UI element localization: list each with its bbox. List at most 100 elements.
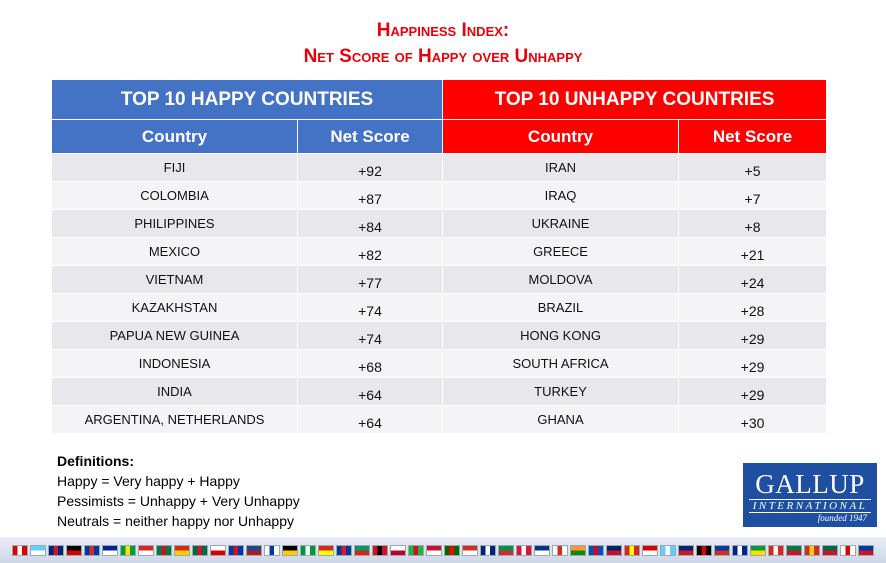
happy-header: TOP 10 HAPPY COUNTRIES xyxy=(50,79,444,120)
flag-icon xyxy=(210,544,226,556)
flag-icon xyxy=(498,544,514,556)
definition-line: Happy = Very happy + Happy xyxy=(57,473,240,489)
unhappy-country: SOUTH AFRICA xyxy=(442,349,680,378)
unhappy-country: IRAQ xyxy=(442,181,680,210)
flag-icon xyxy=(588,544,604,556)
flag-icon xyxy=(30,544,46,556)
unhappy-country: MOLDOVA xyxy=(442,265,680,294)
happy-score-column-header: Net Score xyxy=(296,119,444,154)
unhappy-country: HONG KONG xyxy=(442,321,680,350)
flag-icon xyxy=(156,544,172,556)
flag-icon xyxy=(516,544,532,556)
unhappy-score: +30 xyxy=(678,405,828,434)
table-row: INDIA +64 TURKEY +29 xyxy=(51,377,828,406)
flag-icon xyxy=(804,544,820,556)
table-row: FIJI +92 IRAN +5 xyxy=(51,153,828,182)
happy-score: +87 xyxy=(296,181,444,210)
happy-score: +74 xyxy=(296,321,444,350)
flag-icon xyxy=(570,544,586,556)
unhappy-score: +29 xyxy=(678,349,828,378)
table-row: COLOMBIA +87 IRAQ +7 xyxy=(51,181,828,210)
flag-icon xyxy=(282,544,298,556)
flag-icon xyxy=(138,544,154,556)
unhappy-score: +29 xyxy=(678,377,828,406)
flag-icon xyxy=(390,544,406,556)
flag-icon xyxy=(12,544,28,556)
happy-score: +64 xyxy=(296,405,444,434)
flag-icon xyxy=(300,544,316,556)
flag-icon xyxy=(372,544,388,556)
happy-score: +74 xyxy=(296,293,444,322)
table-row: PAPUA NEW GUINEA +74 HONG KONG +29 xyxy=(51,321,828,350)
happy-country: PAPUA NEW GUINEA xyxy=(51,321,298,350)
flag-icon xyxy=(264,544,280,556)
unhappy-score: +24 xyxy=(678,265,828,294)
title-line-1: Happiness Index: xyxy=(376,20,510,41)
happy-country: MEXICO xyxy=(51,237,298,266)
unhappy-score: +5 xyxy=(678,153,828,182)
flag-icon xyxy=(336,544,352,556)
flag-icon xyxy=(786,544,802,556)
happy-country: INDIA xyxy=(51,377,298,406)
happy-country: FIJI xyxy=(51,153,298,182)
unhappy-score-column-header: Net Score xyxy=(678,119,828,154)
unhappy-country: IRAN xyxy=(442,153,680,182)
unhappy-country: GREECE xyxy=(442,237,680,266)
flag-icon xyxy=(228,544,244,556)
flag-icon xyxy=(246,544,262,556)
happy-country: VIETNAM xyxy=(51,265,298,294)
logo-main-text: GALLUP xyxy=(755,469,865,499)
flag-icon xyxy=(354,544,370,556)
happy-score: +77 xyxy=(296,265,444,294)
flag-icon xyxy=(606,544,622,556)
flag-icon xyxy=(822,544,838,556)
unhappy-score: +8 xyxy=(678,209,828,238)
flag-icon xyxy=(444,544,460,556)
flag-icon xyxy=(66,544,82,556)
flag-icon xyxy=(642,544,658,556)
title-line-2: Net Score of Happy over Unhappy xyxy=(303,46,583,67)
flag-icon xyxy=(318,544,334,556)
happy-country: KAZAKHSTAN xyxy=(51,293,298,322)
logo-founded-text: founded 1947 xyxy=(817,513,867,523)
flag-icon xyxy=(84,544,100,556)
flag-icon xyxy=(660,544,676,556)
table-row: INDONESIA +68 SOUTH AFRICA +29 xyxy=(51,349,828,378)
happy-score: +64 xyxy=(296,377,444,406)
unhappy-country: TURKEY xyxy=(442,377,680,406)
unhappy-score: +28 xyxy=(678,293,828,322)
unhappy-score: +21 xyxy=(678,237,828,266)
flag-icon xyxy=(534,544,550,556)
flag-icon xyxy=(732,544,748,556)
happy-country: ARGENTINA, NETHERLANDS xyxy=(51,405,298,434)
table-row: VIETNAM +77 MOLDOVA +24 xyxy=(51,265,828,294)
happiness-table: TOP 10 HAPPY COUNTRIES TOP 10 UNHAPPY CO… xyxy=(50,79,828,434)
happy-score: +68 xyxy=(296,349,444,378)
flag-icon xyxy=(696,544,712,556)
unhappy-country: GHANA xyxy=(442,405,680,434)
happy-country: INDONESIA xyxy=(51,349,298,378)
table-row: KAZAKHSTAN +74 BRAZIL +28 xyxy=(51,293,828,322)
happy-country: PHILIPPINES xyxy=(51,209,298,238)
flag-icon xyxy=(48,544,64,556)
flag-icon xyxy=(120,544,136,556)
flag-icon xyxy=(840,544,856,556)
unhappy-score: +7 xyxy=(678,181,828,210)
flag-icon xyxy=(678,544,694,556)
flag-icon xyxy=(426,544,442,556)
unhappy-country: BRAZIL xyxy=(442,293,680,322)
flag-icon xyxy=(480,544,496,556)
flag-icon xyxy=(714,544,730,556)
flag-icon xyxy=(768,544,784,556)
definitions-title: Definitions: xyxy=(57,453,134,469)
flag-icon xyxy=(462,544,478,556)
definition-line: Pessimists = Unhappy + Very Unhappy xyxy=(57,493,300,509)
flag-icon xyxy=(408,544,424,556)
unhappy-score: +29 xyxy=(678,321,828,350)
unhappy-header: TOP 10 UNHAPPY COUNTRIES xyxy=(442,79,828,120)
happy-score: +84 xyxy=(296,209,444,238)
logo-sub-text: INTERNATIONAL xyxy=(749,499,871,513)
table-row: ARGENTINA, NETHERLANDS +64 GHANA +30 xyxy=(51,405,828,434)
flag-icon xyxy=(192,544,208,556)
happy-country: COLOMBIA xyxy=(51,181,298,210)
